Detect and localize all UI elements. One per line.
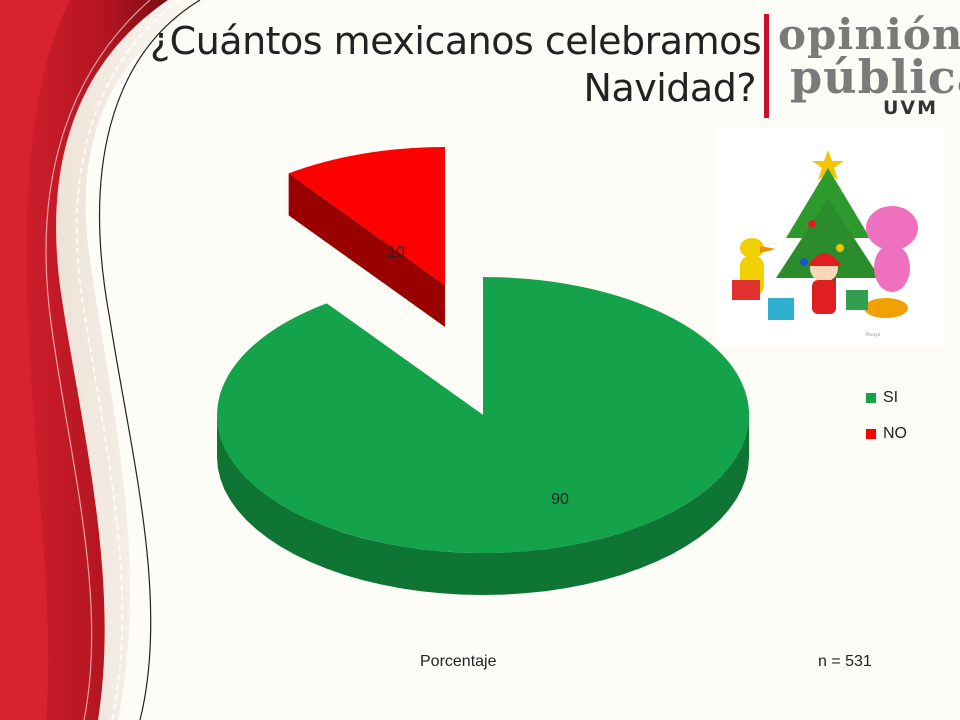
legend-swatch-no (866, 428, 876, 439)
logo-line-1: opinión (778, 10, 960, 59)
pie-slice-no (288, 147, 445, 327)
legend-label-no: NO (883, 424, 907, 442)
pie-slice-si-top (217, 277, 750, 553)
legend-item-no: NO (866, 424, 907, 443)
pie-slice-no-top (288, 147, 445, 285)
pie-slice-si-side (217, 415, 749, 595)
logo-line-3: UVM (882, 97, 938, 119)
legend-item-si: SI (866, 388, 907, 407)
pie-slice-si (217, 277, 750, 595)
slide-title: ¿Cuántos mexicanos celebramos Navidad? (150, 18, 762, 112)
data-label-si: 90 (551, 491, 569, 508)
title-line-1: ¿Cuántos mexicanos celebramos (150, 19, 762, 63)
legend-label-si: SI (883, 388, 899, 406)
title-line-2: Navidad? (583, 66, 757, 110)
sample-size-label: n = 531 (818, 653, 872, 670)
porcentaje-label: Porcentaje (420, 653, 497, 670)
legend-swatch-si (866, 392, 876, 403)
logo-line-2: pública (790, 50, 960, 104)
opinion-publica-logo: opinión pública UVM (778, 10, 960, 119)
logo-divider (764, 14, 769, 118)
chart-legend: SI NO (866, 388, 907, 460)
christmas-illustration: Pocoyo (716, 128, 944, 346)
pie-slice-no-wall-start (288, 173, 445, 327)
data-label-no: 10 (387, 244, 405, 261)
svg-text:Pocoyo: Pocoyo (866, 332, 881, 337)
